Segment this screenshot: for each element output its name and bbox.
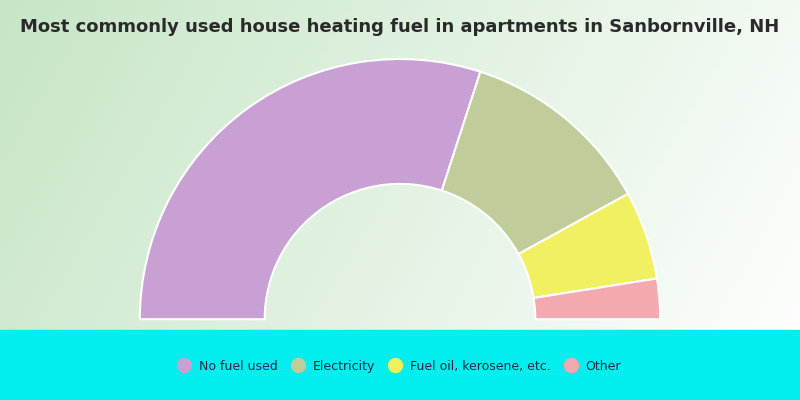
Wedge shape (140, 59, 480, 319)
Text: Most commonly used house heating fuel in apartments in Sanbornville, NH: Most commonly used house heating fuel in… (20, 18, 780, 36)
Wedge shape (442, 72, 628, 254)
Legend: No fuel used, Electricity, Fuel oil, kerosene, etc., Other: No fuel used, Electricity, Fuel oil, ker… (175, 356, 625, 377)
Bar (0, 330, 800, 400)
Wedge shape (534, 278, 660, 319)
Wedge shape (518, 194, 657, 298)
